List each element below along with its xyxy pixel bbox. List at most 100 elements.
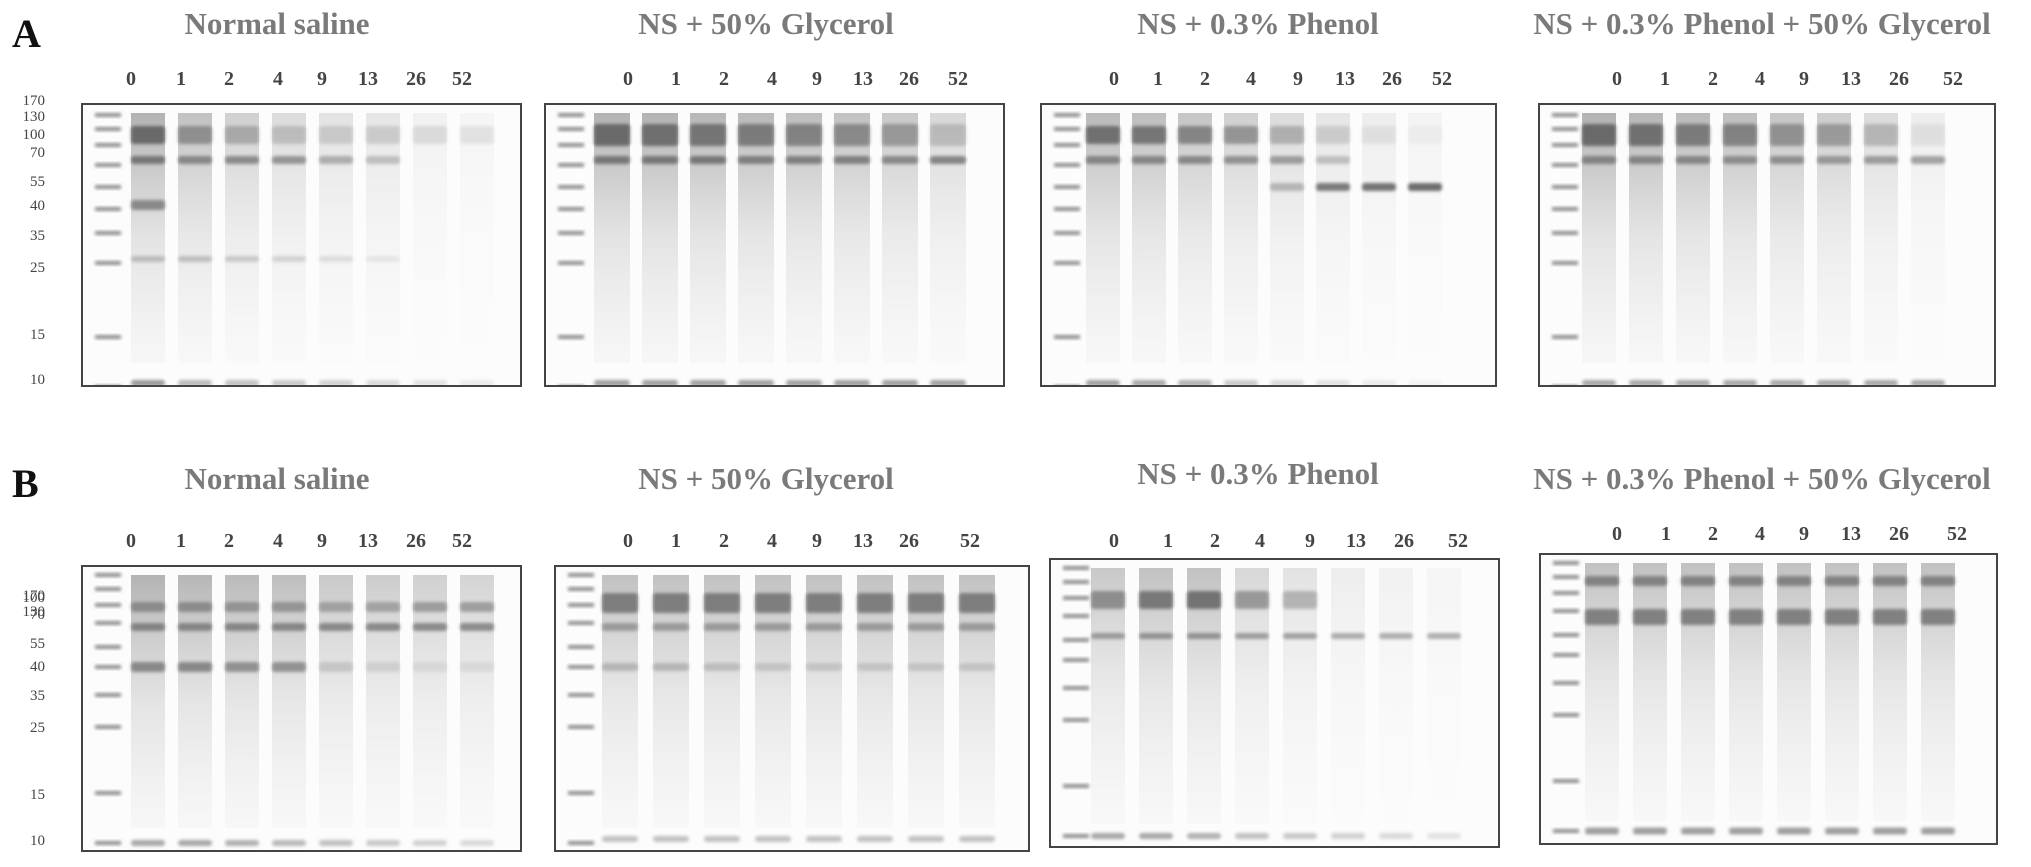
protein-band xyxy=(1187,633,1221,639)
ladder-label: 40 xyxy=(30,198,45,214)
lane-smear xyxy=(1091,568,1125,824)
protein-band xyxy=(366,256,400,262)
protein-band xyxy=(1379,633,1413,639)
protein-band xyxy=(178,126,212,144)
protein-band xyxy=(908,663,944,671)
gel-image-b4 xyxy=(1539,553,1998,845)
gel-title-a1: Normal saline xyxy=(184,6,370,41)
lane-smear xyxy=(1911,113,1945,363)
ladder-label: 15 xyxy=(30,787,45,803)
lane-smear xyxy=(460,113,494,363)
ladder-band xyxy=(1054,185,1080,189)
ladder-band xyxy=(1063,718,1089,722)
lane-smear xyxy=(857,575,893,828)
protein-band xyxy=(131,380,165,385)
ladder-band xyxy=(1063,614,1089,618)
lane-label: 2 xyxy=(1708,68,1718,90)
ladder-band xyxy=(1054,113,1080,117)
protein-band xyxy=(704,593,740,613)
lane-label: 26 xyxy=(899,530,919,552)
lane-label: 13 xyxy=(1346,530,1366,552)
protein-band xyxy=(272,256,306,262)
protein-band xyxy=(1139,833,1173,839)
protein-band xyxy=(272,380,306,385)
ladder-band xyxy=(95,645,121,649)
lane-label: 9 xyxy=(812,68,822,90)
protein-band xyxy=(857,623,893,631)
protein-band xyxy=(131,256,165,262)
protein-band xyxy=(642,124,678,146)
protein-band xyxy=(786,124,822,146)
protein-band xyxy=(1676,156,1710,164)
ladder-band xyxy=(558,143,584,147)
lane-label: 1 xyxy=(176,530,186,552)
protein-band xyxy=(319,602,353,612)
protein-band xyxy=(882,156,918,164)
protein-band xyxy=(1316,183,1350,191)
lane-label: 2 xyxy=(1708,523,1718,545)
protein-band xyxy=(131,126,165,144)
lane-label: 52 xyxy=(1448,530,1468,552)
protein-band xyxy=(1873,576,1907,586)
protein-band xyxy=(1911,124,1945,146)
ladder-band xyxy=(558,207,584,211)
lane-label: 4 xyxy=(1755,523,1765,545)
lane-label: 52 xyxy=(452,68,472,90)
protein-band xyxy=(653,623,689,631)
ladder-band xyxy=(1054,231,1080,235)
protein-band xyxy=(1427,833,1461,839)
protein-band xyxy=(1629,380,1663,385)
lane-label: 52 xyxy=(1947,523,1967,545)
protein-band xyxy=(413,126,447,144)
lane-label: 52 xyxy=(452,530,472,552)
gel-bands xyxy=(1553,561,1955,835)
ladder-label: 100 xyxy=(22,127,46,143)
ladder-band xyxy=(95,127,121,131)
lane-label: 26 xyxy=(1394,530,1414,552)
protein-band xyxy=(319,126,353,144)
lane-label: 0 xyxy=(623,68,633,90)
protein-band xyxy=(1817,124,1851,146)
protein-band xyxy=(602,623,638,631)
protein-band xyxy=(1817,156,1851,164)
ladder-band xyxy=(95,693,121,697)
protein-band xyxy=(1921,827,1955,835)
lane-label: 52 xyxy=(1432,68,1452,90)
protein-band xyxy=(1283,591,1317,609)
lane-label: 9 xyxy=(317,68,327,90)
gel-bands xyxy=(1552,113,1945,385)
protein-band xyxy=(1139,633,1173,639)
protein-band xyxy=(908,593,944,613)
protein-band xyxy=(178,662,212,672)
protein-band xyxy=(1825,609,1859,625)
protein-band xyxy=(319,623,353,631)
lane-smear xyxy=(1729,563,1763,821)
ladder-band xyxy=(558,185,584,189)
protein-band xyxy=(1139,591,1173,609)
lane-label: 0 xyxy=(126,68,136,90)
gel-bands xyxy=(1063,566,1461,839)
lane-smear xyxy=(1864,113,1898,363)
lane-label: 0 xyxy=(1109,68,1119,90)
protein-band xyxy=(594,380,630,385)
ladder-band xyxy=(558,127,584,131)
gel-bands xyxy=(95,573,494,846)
ladder-band xyxy=(1054,127,1080,131)
gel-bands xyxy=(95,113,494,385)
lane-smear xyxy=(1633,563,1667,821)
protein-band xyxy=(642,380,678,385)
ladder-band xyxy=(568,587,594,591)
lane-smear xyxy=(1723,113,1757,363)
protein-band xyxy=(272,602,306,612)
lane-smear xyxy=(1316,113,1350,363)
protein-band xyxy=(460,602,494,612)
protein-band xyxy=(704,623,740,631)
protein-band xyxy=(272,840,306,846)
protein-band xyxy=(1362,380,1396,385)
lane-label: 13 xyxy=(1841,68,1861,90)
protein-band xyxy=(178,380,212,385)
ladder-band xyxy=(1063,686,1089,690)
lane-label: 4 xyxy=(1255,530,1265,552)
protein-band xyxy=(1427,633,1461,639)
ladder-band xyxy=(1063,784,1089,788)
